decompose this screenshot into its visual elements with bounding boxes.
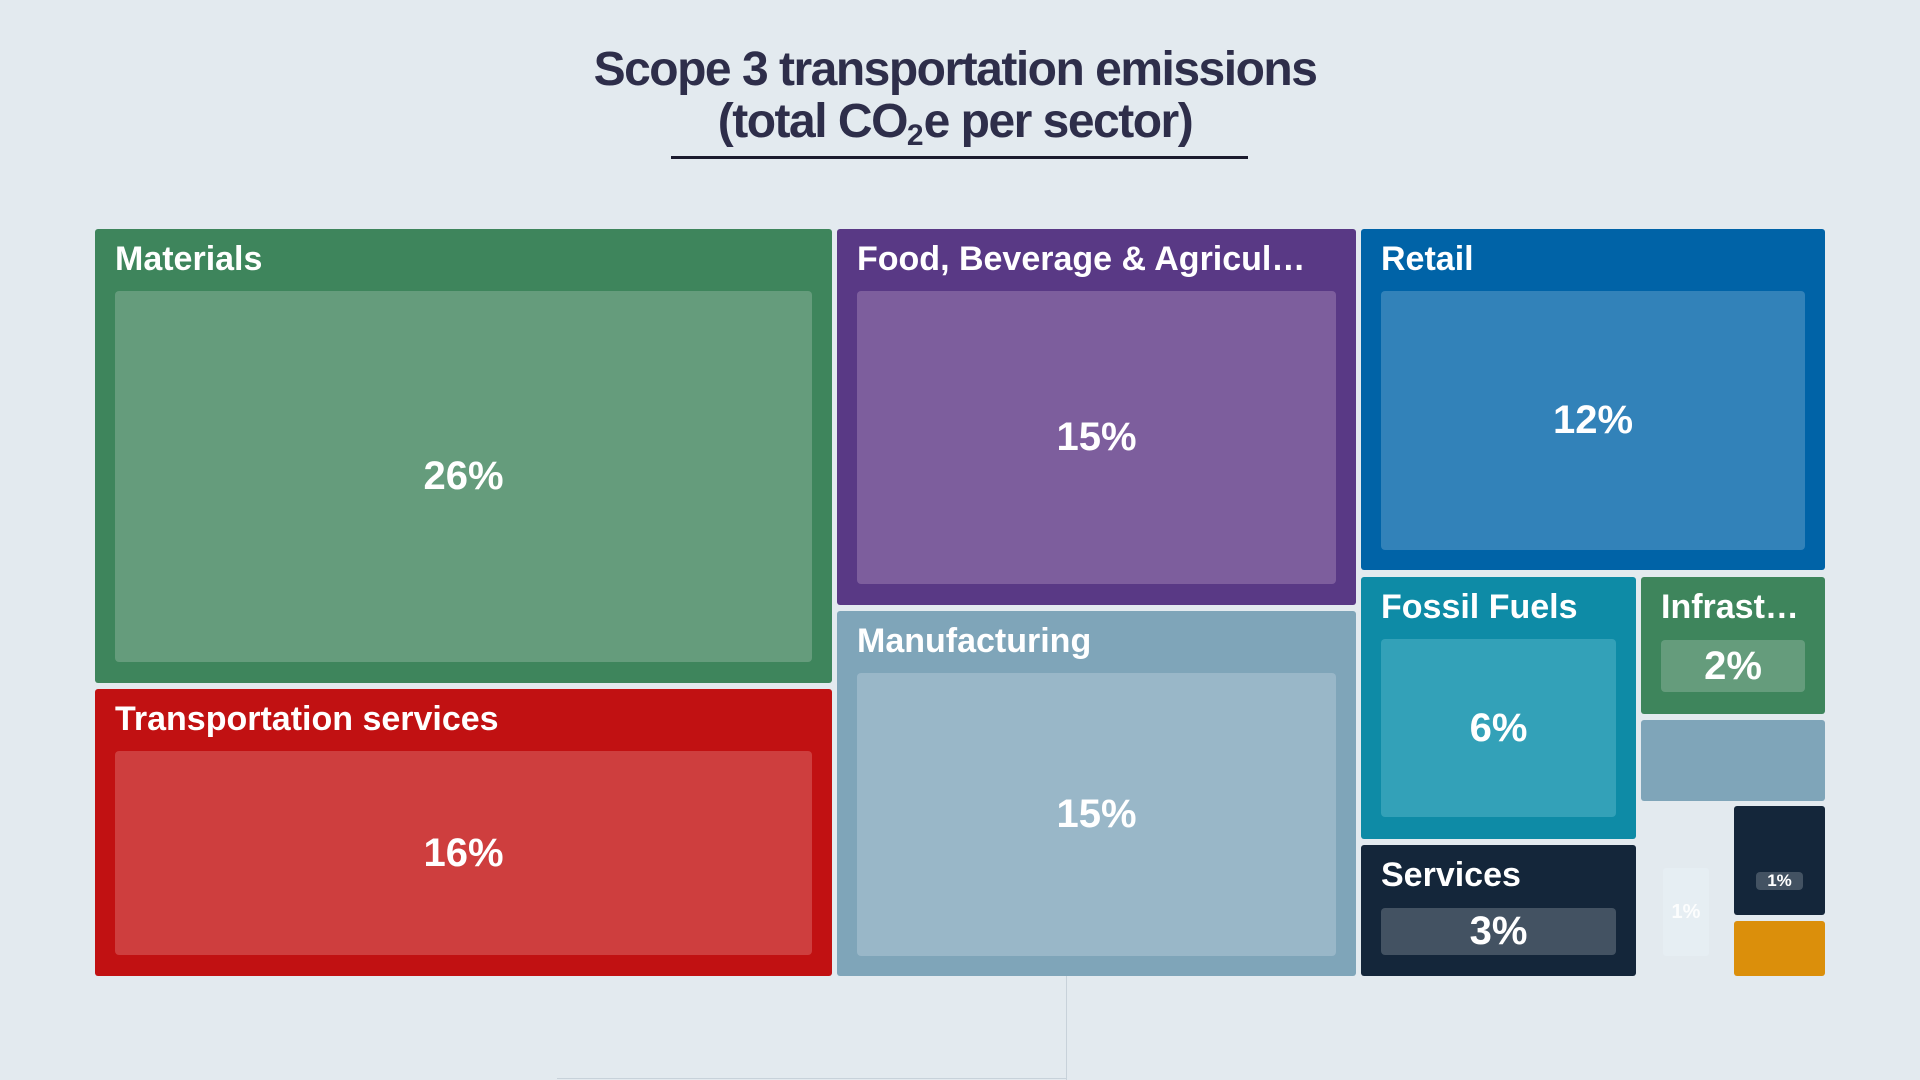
chart-title: Scope 3 transportation emissions (total … [0,44,1910,162]
tile-value-box: 15% [857,291,1336,584]
tile-label: Food, Beverage & Agricul… [857,240,1306,278]
tile-value: 2% [1704,643,1762,688]
treemap-tile-transportation: Transportation services 16% [95,689,832,976]
tile-label: Fossil Fuels [1381,588,1578,626]
tile-value-box: 16% [115,751,812,955]
tile-value: 1% [1671,900,1701,923]
treemap-tile-food: Food, Beverage & Agricul… 15% [837,229,1356,605]
treemap-tile-materials: Materials 26% [95,229,832,683]
tile-value-box: 15% [857,673,1336,956]
chart-title-line2: (total CO2e per sector) [0,96,1910,162]
treemap-tile-retail: Retail 12% [1361,229,1825,570]
tile-value: 16% [423,830,504,875]
tile-value-box: 3% [1381,908,1616,955]
tile-label: Manufacturing [857,622,1092,660]
treemap-tile-manufacturing: Manufacturing 15% [837,611,1356,976]
title-line2-post: e per sector) [923,95,1194,148]
treemap-tile-services: Services 3% [1361,845,1636,976]
tile-value-box: 6% [1381,639,1616,817]
tile-value-box: 1% [1756,871,1803,890]
tile-value-box: 12% [1381,291,1805,550]
tile-value-box: 26% [115,291,812,662]
treemap-tile-unlabeled_c: 1% [1734,806,1825,915]
tile-value-box: 2% [1661,640,1805,692]
treemap-tile-unlabeled_b: 1% [1663,868,1709,956]
treemap-tile-infra: Infrast… 2% [1641,577,1825,714]
tile-label: Retail [1381,240,1474,278]
treemap-tile-unlabeled_d [1734,921,1825,976]
tile-label: Services [1381,856,1521,894]
tile-label: Transportation services [115,700,499,738]
tile-value: 26% [423,454,504,498]
treemap-tile-fossil: Fossil Fuels 6% [1361,577,1636,839]
treemap-tile-unlabeled_a [1641,720,1825,801]
title-underline [671,156,1248,159]
background-line [557,1078,1066,1079]
tile-value: 3% [1469,909,1528,953]
tile-value: 6% [1469,705,1528,750]
tile-value: 15% [1056,792,1137,836]
tile-value: 12% [1552,398,1634,442]
tile-label: Infrast… [1661,588,1799,626]
title-line2-pre: (total CO [717,95,909,148]
tile-value: 15% [1056,415,1137,459]
tile-value: 1% [1767,871,1792,890]
background-line [1066,976,1067,1080]
tile-value-box: 1% [1663,868,1709,956]
title-subscript: 2 [906,119,924,152]
tile-label: Materials [115,240,263,278]
chart-title-line1: Scope 3 transportation emissions [593,43,1318,96]
